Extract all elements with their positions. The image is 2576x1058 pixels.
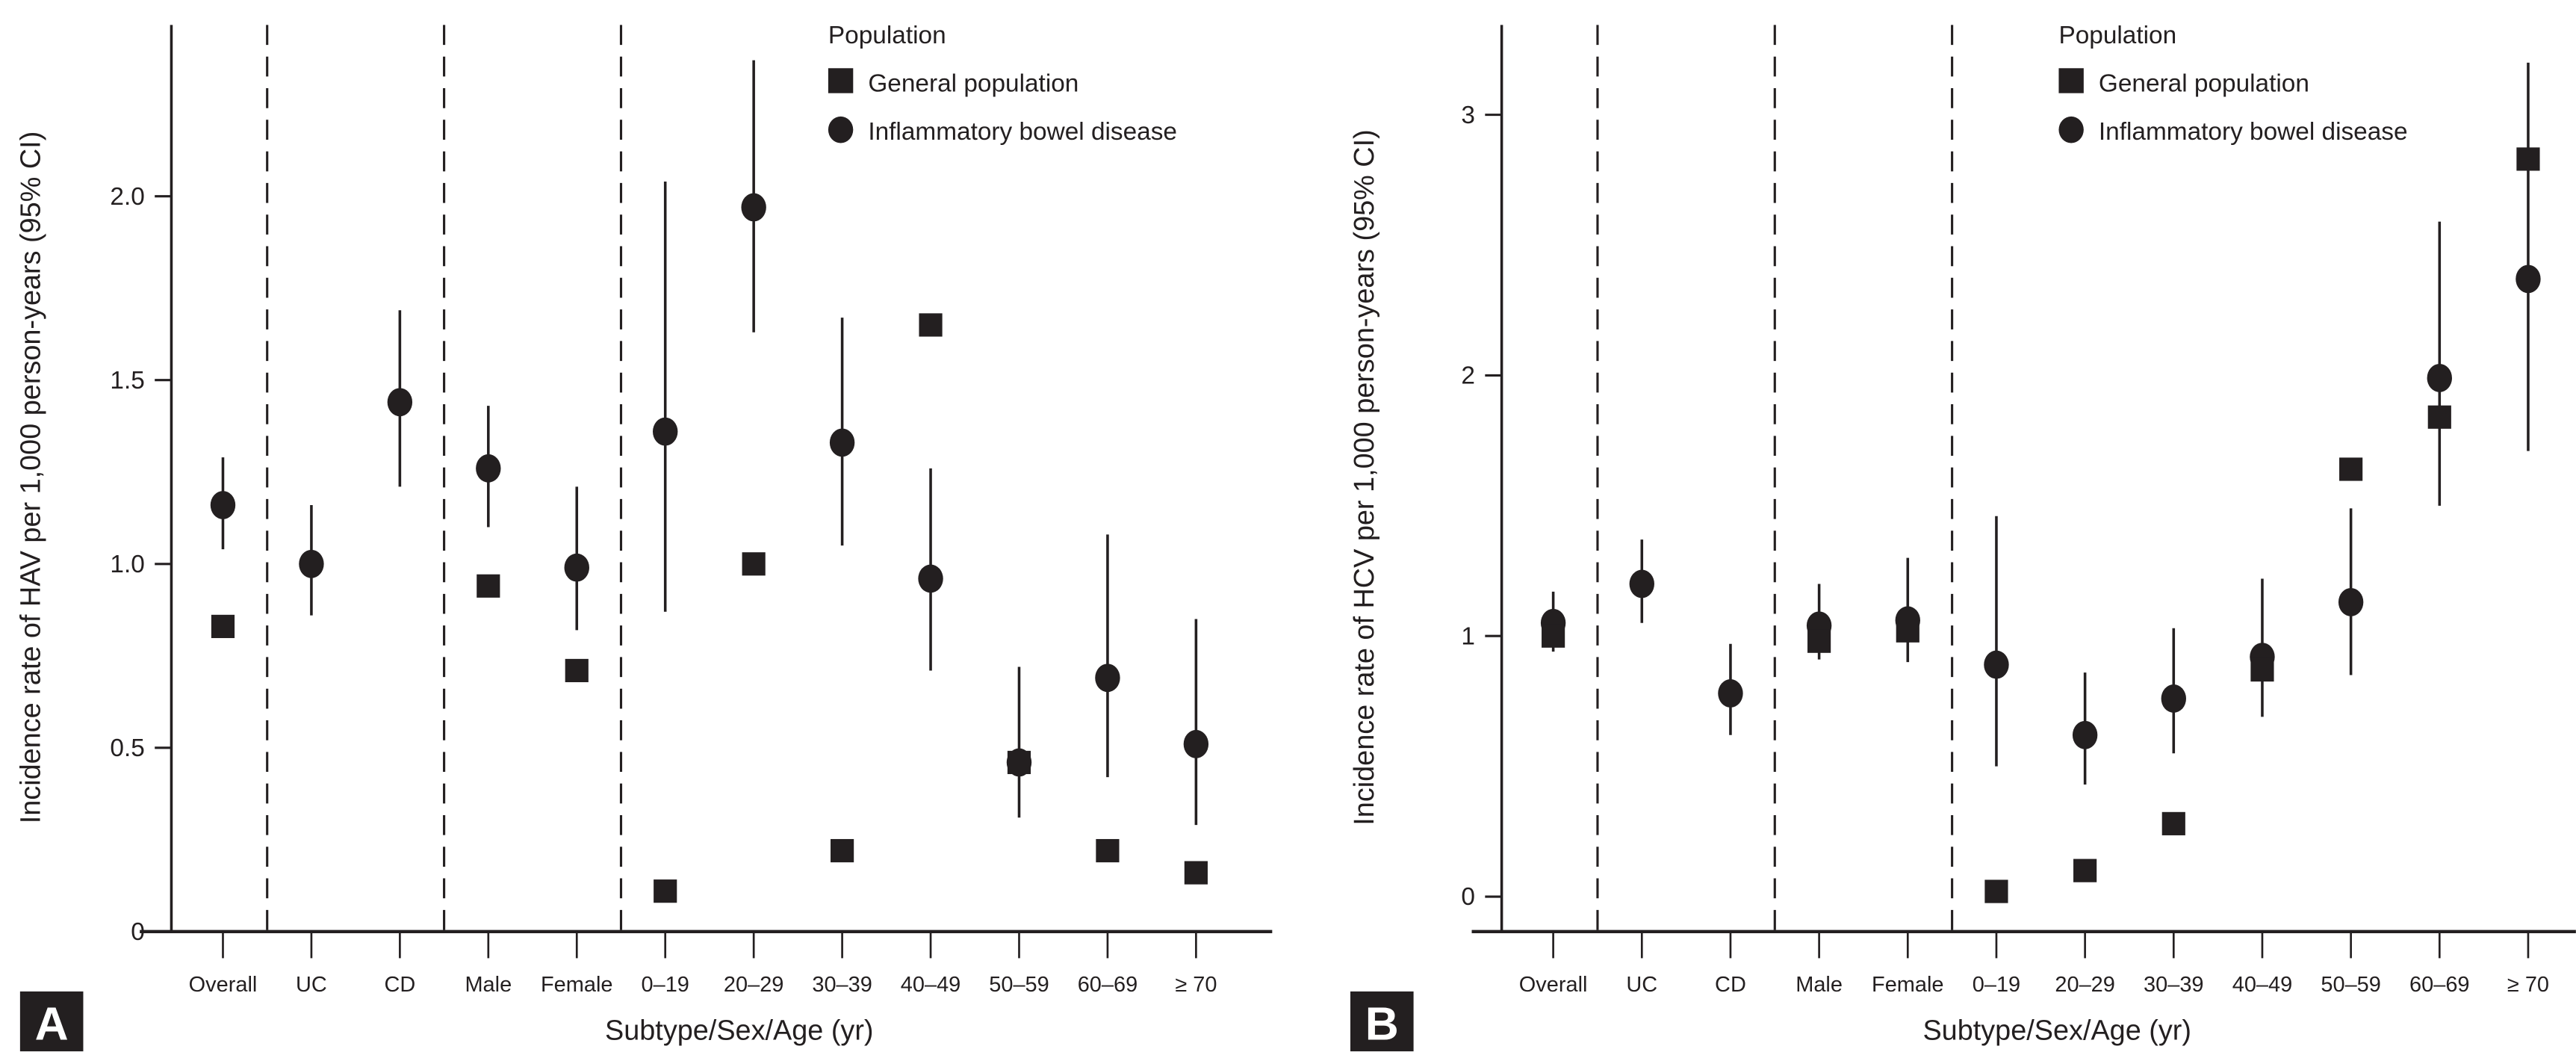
x-tick-label: CD (1715, 973, 1746, 997)
x-tick-label: 50–59 (2321, 973, 2380, 997)
ibd-point (387, 388, 413, 417)
y-tick-label: 0.5 (110, 734, 144, 762)
general-population-point (2427, 405, 2451, 429)
x-axis-title: Subtype/Sex/Age (yr) (1922, 1015, 2191, 1047)
x-tick-label: 20–29 (2055, 973, 2114, 997)
general-population-point (654, 879, 677, 903)
legend-square-marker (2058, 68, 2084, 93)
ibd-point (1183, 729, 1209, 758)
ibd-point (1095, 663, 1120, 693)
general-population-point (1007, 750, 1031, 775)
x-tick-label: Overall (189, 973, 258, 997)
y-tick-label: 1.0 (110, 551, 144, 578)
y-tick-label: 1.5 (110, 367, 144, 395)
panel-label: A (35, 999, 69, 1051)
general-population-point (1896, 619, 1919, 643)
general-population-point (565, 658, 589, 683)
ibd-point (2427, 363, 2452, 392)
x-tick-label: Overall (1519, 973, 1588, 997)
x-tick-label: Male (465, 973, 512, 997)
x-tick-label: CD (384, 973, 415, 997)
legend-circle-marker (828, 116, 854, 143)
general-population-point (1984, 879, 2008, 903)
y-tick-label: 0 (131, 918, 145, 946)
x-tick-label: 0–19 (642, 973, 689, 997)
y-tick-label: 3 (1461, 102, 1475, 129)
y-tick-label: 2 (1461, 362, 1475, 390)
ibd-point (1984, 650, 2009, 679)
y-tick-label: 1 (1461, 622, 1475, 650)
x-tick-label: 20–29 (724, 973, 783, 997)
general-population-point (1096, 838, 1120, 863)
general-population-point (2161, 811, 2185, 835)
ibd-point (829, 428, 855, 457)
general-population-point (919, 313, 943, 337)
panel-label-box (19, 991, 84, 1052)
x-tick-label: UC (1626, 973, 1657, 997)
legend-label: General population (2099, 69, 2309, 97)
x-tick-label: 30–39 (2144, 973, 2203, 997)
legend-label: Inflammatory bowel disease (2099, 118, 2408, 146)
ibd-point (1629, 569, 1654, 598)
ibd-point (476, 454, 501, 483)
general-population-point (2516, 147, 2540, 171)
x-tick-label: Female (1872, 973, 1944, 997)
panel-label: B (1365, 999, 1399, 1051)
legend-label: General population (868, 69, 1078, 97)
ibd-point (2072, 720, 2098, 749)
general-population-point (1184, 861, 1208, 885)
general-population-point (1807, 629, 1831, 653)
general-population-point (211, 614, 235, 638)
general-population-point (2250, 658, 2274, 682)
ibd-point (653, 417, 678, 446)
y-tick-label: 2.0 (110, 183, 144, 211)
x-tick-label: 60–69 (1078, 973, 1138, 997)
x-tick-label: 50–59 (989, 973, 1049, 997)
ibd-point (2338, 587, 2364, 616)
y-axis-title: Incidence rate of HAV per 1,000 person-y… (16, 132, 47, 824)
x-tick-label: 40–49 (901, 973, 960, 997)
general-population-point (477, 574, 500, 598)
legend-title: Population (2058, 22, 2176, 49)
legend-label: Inflammatory bowel disease (868, 118, 1177, 146)
x-tick-label: Male (1796, 973, 1843, 997)
general-population-point (2339, 457, 2363, 481)
general-population-point (742, 552, 766, 576)
legend-title: Population (828, 22, 946, 49)
general-population-point (2073, 859, 2097, 882)
ibd-point (741, 193, 766, 222)
panel-label-box (1350, 991, 1414, 1052)
x-tick-label: 40–49 (2232, 973, 2292, 997)
x-tick-label: ≥ 70 (2507, 973, 2549, 997)
y-axis-title: Incidence rate of HCV per 1,000 person-y… (1349, 129, 1380, 825)
ibd-point (918, 564, 943, 593)
ibd-point (2516, 264, 2541, 294)
x-axis-title: Subtype/Sex/Age (yr) (605, 1015, 874, 1047)
general-population-point (831, 838, 854, 863)
legend-circle-marker (2058, 116, 2084, 143)
ibd-point (1718, 679, 1743, 708)
ibd-point (2161, 684, 2186, 713)
x-tick-label: ≥ 70 (1175, 973, 1217, 997)
ibd-point (210, 491, 236, 519)
ibd-point (299, 549, 324, 578)
panel-a-hav: 0 0.5 1.0 1.5 2.0 Overall UC CD Male Female 0–19 20… (16, 22, 1273, 1052)
x-tick-label: 0–19 (1973, 973, 2020, 997)
general-population-point (1542, 624, 1565, 648)
y-tick-label: 0 (1461, 883, 1475, 911)
x-tick-label: Female (541, 973, 613, 997)
legend-square-marker (828, 68, 854, 93)
panel-b-hcv: 0 1 2 3 Overall UC CD Male Female 0–19 20–29 30–39 4… (1349, 22, 2576, 1052)
x-tick-label: 60–69 (2409, 973, 2469, 997)
ibd-point (564, 553, 589, 582)
x-tick-label: UC (296, 973, 327, 997)
x-tick-label: 30–39 (812, 973, 872, 997)
